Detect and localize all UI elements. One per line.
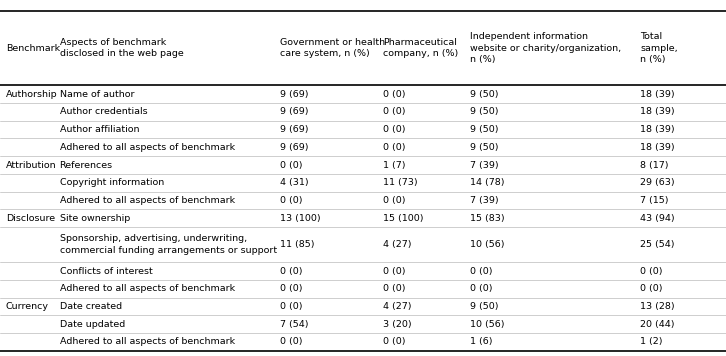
Text: 0 (0): 0 (0) — [470, 284, 493, 293]
Text: 18 (39): 18 (39) — [640, 143, 675, 152]
Text: 18 (39): 18 (39) — [640, 125, 675, 134]
Text: 9 (50): 9 (50) — [470, 108, 499, 116]
Text: 18 (39): 18 (39) — [640, 108, 675, 116]
Text: 0 (0): 0 (0) — [383, 284, 406, 293]
Text: Author credentials: Author credentials — [60, 108, 147, 116]
Text: 0 (0): 0 (0) — [383, 90, 406, 99]
Text: Author affiliation: Author affiliation — [60, 125, 139, 134]
Text: 9 (50): 9 (50) — [470, 302, 499, 311]
Text: 7 (15): 7 (15) — [640, 196, 669, 205]
Text: Currency: Currency — [6, 302, 49, 311]
Text: 0 (0): 0 (0) — [280, 284, 302, 293]
Text: Sponsorship, advertising, underwriting,
commercial funding arrangements or suppo: Sponsorship, advertising, underwriting, … — [60, 234, 277, 255]
Text: 4 (27): 4 (27) — [383, 240, 412, 249]
Text: Adhered to all aspects of benchmark: Adhered to all aspects of benchmark — [60, 143, 234, 152]
Text: 4 (31): 4 (31) — [280, 178, 308, 187]
Text: Site ownership: Site ownership — [60, 214, 130, 222]
Text: 0 (0): 0 (0) — [383, 267, 406, 276]
Text: 25 (54): 25 (54) — [640, 240, 675, 249]
Text: 0 (0): 0 (0) — [280, 337, 302, 346]
Text: Date created: Date created — [60, 302, 122, 311]
Text: Adhered to all aspects of benchmark: Adhered to all aspects of benchmark — [60, 284, 234, 293]
Text: Total
sample,
n (%): Total sample, n (%) — [640, 32, 678, 64]
Text: Attribution: Attribution — [6, 161, 57, 169]
Text: 1 (2): 1 (2) — [640, 337, 663, 346]
Text: 9 (50): 9 (50) — [470, 90, 499, 99]
Text: 29 (63): 29 (63) — [640, 178, 675, 187]
Text: Independent information
website or charity/organization,
n (%): Independent information website or chari… — [470, 32, 621, 64]
Text: 0 (0): 0 (0) — [383, 143, 406, 152]
Text: 9 (69): 9 (69) — [280, 125, 308, 134]
Text: 3 (20): 3 (20) — [383, 320, 412, 329]
Text: 13 (28): 13 (28) — [640, 302, 675, 311]
Text: 8 (17): 8 (17) — [640, 161, 669, 169]
Text: 0 (0): 0 (0) — [280, 302, 302, 311]
Text: 9 (50): 9 (50) — [470, 143, 499, 152]
Text: 11 (73): 11 (73) — [383, 178, 418, 187]
Text: 43 (94): 43 (94) — [640, 214, 675, 222]
Text: 11 (85): 11 (85) — [280, 240, 314, 249]
Text: Name of author: Name of author — [60, 90, 134, 99]
Text: 0 (0): 0 (0) — [383, 196, 406, 205]
Text: 9 (69): 9 (69) — [280, 90, 308, 99]
Text: 7 (54): 7 (54) — [280, 320, 308, 329]
Text: 0 (0): 0 (0) — [280, 161, 302, 169]
Text: 7 (39): 7 (39) — [470, 161, 499, 169]
Text: Disclosure: Disclosure — [6, 214, 55, 222]
Text: 0 (0): 0 (0) — [383, 337, 406, 346]
Text: 9 (50): 9 (50) — [470, 125, 499, 134]
Text: Authorship: Authorship — [6, 90, 57, 99]
Text: Conflicts of interest: Conflicts of interest — [60, 267, 152, 276]
Text: 20 (44): 20 (44) — [640, 320, 675, 329]
Text: 0 (0): 0 (0) — [383, 125, 406, 134]
Text: 1 (6): 1 (6) — [470, 337, 493, 346]
Text: 4 (27): 4 (27) — [383, 302, 412, 311]
Text: 9 (69): 9 (69) — [280, 108, 308, 116]
Text: 0 (0): 0 (0) — [470, 267, 493, 276]
Text: Date updated: Date updated — [60, 320, 125, 329]
Text: Government or health
care system, n (%): Government or health care system, n (%) — [280, 38, 385, 58]
Text: 9 (69): 9 (69) — [280, 143, 308, 152]
Text: Adhered to all aspects of benchmark: Adhered to all aspects of benchmark — [60, 337, 234, 346]
Text: 18 (39): 18 (39) — [640, 90, 675, 99]
Text: Copyright information: Copyright information — [60, 178, 164, 187]
Text: 15 (100): 15 (100) — [383, 214, 424, 222]
Text: 0 (0): 0 (0) — [280, 267, 302, 276]
Text: 13 (100): 13 (100) — [280, 214, 320, 222]
Text: Benchmark: Benchmark — [6, 43, 60, 53]
Text: References: References — [60, 161, 113, 169]
Text: Adhered to all aspects of benchmark: Adhered to all aspects of benchmark — [60, 196, 234, 205]
Text: 0 (0): 0 (0) — [640, 267, 663, 276]
Text: Aspects of benchmark
disclosed in the web page: Aspects of benchmark disclosed in the we… — [60, 38, 183, 58]
Text: 10 (56): 10 (56) — [470, 320, 505, 329]
Text: 0 (0): 0 (0) — [280, 196, 302, 205]
Text: 10 (56): 10 (56) — [470, 240, 505, 249]
Text: 0 (0): 0 (0) — [640, 284, 663, 293]
Text: Pharmaceutical
company, n (%): Pharmaceutical company, n (%) — [383, 38, 459, 58]
Text: 7 (39): 7 (39) — [470, 196, 499, 205]
Text: 0 (0): 0 (0) — [383, 108, 406, 116]
Text: 1 (7): 1 (7) — [383, 161, 406, 169]
Text: 14 (78): 14 (78) — [470, 178, 505, 187]
Text: 15 (83): 15 (83) — [470, 214, 505, 222]
